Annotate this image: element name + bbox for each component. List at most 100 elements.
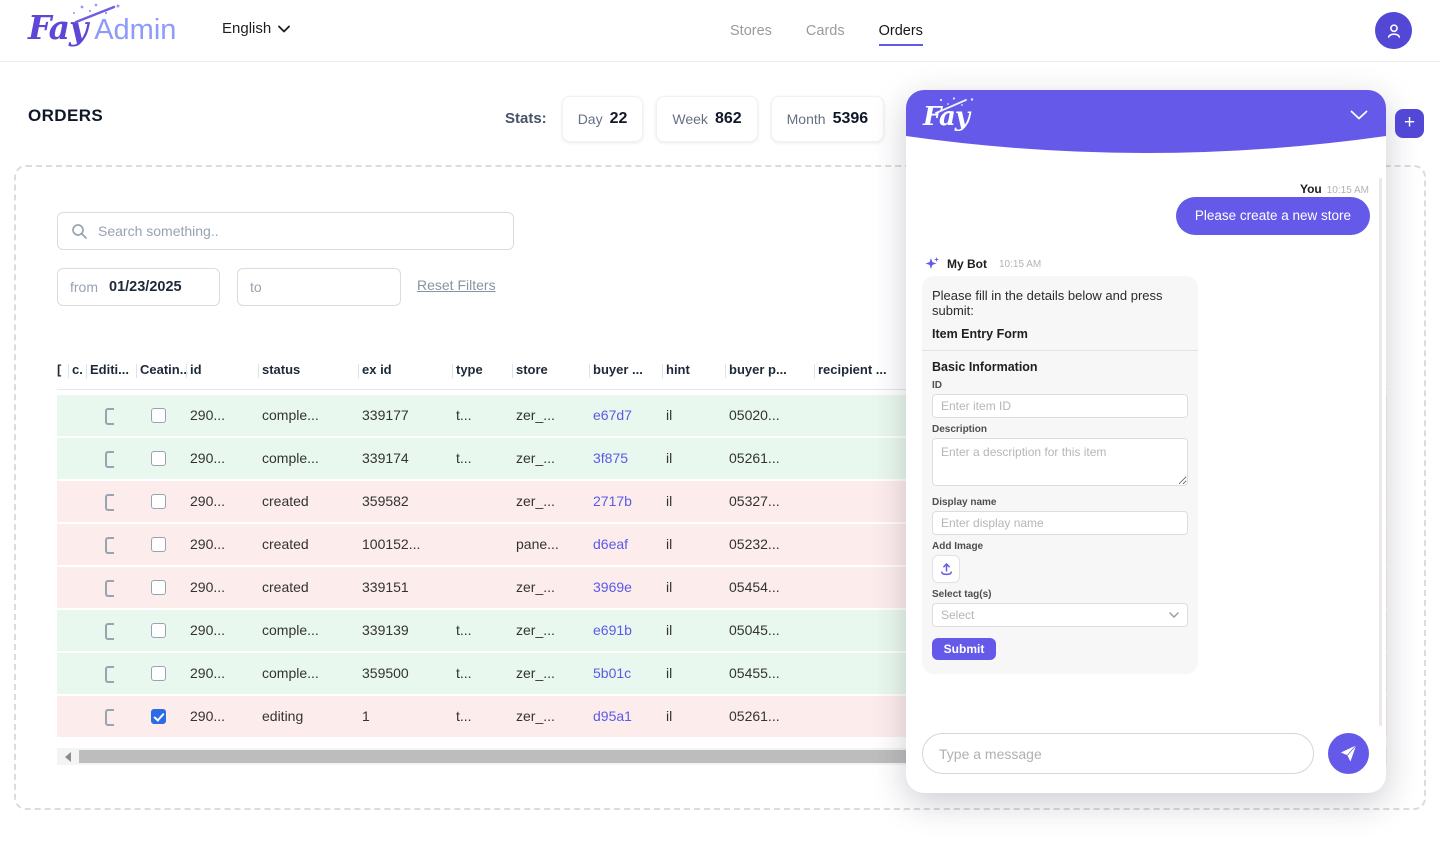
tags-select[interactable]: Select xyxy=(932,603,1188,627)
cell-buyer-link[interactable]: d6eaf xyxy=(593,536,629,552)
cell-hint: il xyxy=(666,450,673,466)
page-title: ORDERS xyxy=(28,106,104,125)
stat-value: 5396 xyxy=(832,109,869,127)
date-from-field[interactable]: from 01/23/2025 xyxy=(57,268,220,306)
search-input[interactable] xyxy=(98,223,513,239)
cell-status: editing xyxy=(262,708,304,724)
row-checkbox-partial[interactable] xyxy=(105,580,114,597)
cell-hint: il xyxy=(666,579,673,595)
nav-item-orders[interactable]: Orders xyxy=(878,23,923,46)
add-button[interactable]: + xyxy=(1395,109,1424,138)
cell-status: created xyxy=(262,536,309,552)
message-time: 10:15 AM xyxy=(999,258,1042,270)
cell-type: t... xyxy=(456,708,472,724)
cell-buyer-link[interactable]: 3969e xyxy=(593,579,632,595)
column-separator xyxy=(358,364,359,378)
column-header-ceating: Ceatin... xyxy=(140,362,188,377)
cell-status: created xyxy=(262,493,309,509)
sender-name: You xyxy=(1299,182,1322,196)
chat-message-input[interactable] xyxy=(939,745,1297,762)
stat-card-week: Week 862 xyxy=(656,95,758,142)
cell-buyer-link[interactable]: e67d7 xyxy=(593,407,632,423)
cell-buyer-link[interactable]: 3f875 xyxy=(593,450,629,466)
cell-status: comple... xyxy=(262,665,319,681)
cell-store: pane... xyxy=(516,536,559,552)
item-id-input[interactable] xyxy=(932,394,1188,418)
row-checkbox[interactable] xyxy=(151,623,166,638)
language-selector[interactable]: English xyxy=(222,20,291,37)
cell-buyer-link[interactable]: e691b xyxy=(593,622,632,638)
submit-button[interactable]: Submit xyxy=(932,638,996,660)
cell-buyer-p: 05454... xyxy=(729,579,780,595)
logo-fay-text: Fay xyxy=(28,8,88,47)
column-header-c: c. xyxy=(72,362,83,377)
cell-hint: il xyxy=(666,665,673,681)
table-header-row: [c. Editi... Ceatin... id status ex id type sto… xyxy=(57,352,1387,390)
send-button[interactable] xyxy=(1328,733,1369,774)
display-name-input[interactable] xyxy=(932,511,1188,535)
select-tags-label: Select tag(s) xyxy=(932,589,992,600)
reset-filters-link[interactable]: Reset Filters xyxy=(417,277,496,293)
stat-value: 22 xyxy=(609,109,628,127)
row-checkbox[interactable] xyxy=(151,494,166,509)
cell-ex-id: 359582 xyxy=(362,493,409,509)
message-time: 10:15 AM xyxy=(1326,185,1369,196)
column-separator xyxy=(589,364,590,378)
cell-buyer-p: 05020... xyxy=(729,407,780,423)
cell-buyer-link[interactable]: 5b01c xyxy=(593,665,632,681)
column-separator xyxy=(68,364,69,378)
language-label: English xyxy=(222,20,272,37)
column-separator xyxy=(136,364,137,378)
column-header-hint: hint xyxy=(666,362,690,377)
description-textarea[interactable] xyxy=(932,438,1188,486)
row-checkbox-partial[interactable] xyxy=(105,709,114,726)
cell-store: zer_... xyxy=(516,579,555,595)
cell-type: t... xyxy=(456,450,472,466)
cell-buyer-link[interactable]: d95a1 xyxy=(593,708,632,724)
cell-type: t... xyxy=(456,665,472,681)
cell-type: t... xyxy=(456,622,472,638)
row-checkbox-partial[interactable] xyxy=(105,494,114,511)
display-name-field-label: Display name xyxy=(932,497,997,508)
row-checkbox-partial[interactable] xyxy=(105,451,114,468)
user-message-meta: You 10:15 AM xyxy=(1300,182,1369,196)
description-field-label: Description xyxy=(932,424,988,435)
column-separator xyxy=(258,364,259,378)
row-checkbox-partial[interactable] xyxy=(105,537,114,554)
column-separator xyxy=(512,364,513,378)
logo-admin-text: Admin xyxy=(94,14,177,46)
user-avatar[interactable] xyxy=(1375,12,1412,49)
cell-status: created xyxy=(262,579,309,595)
row-checkbox[interactable] xyxy=(151,408,166,423)
column-separator xyxy=(452,364,453,378)
column-header-status: status xyxy=(262,362,301,377)
row-checkbox[interactable] xyxy=(151,537,166,552)
nav-item-stores[interactable]: Stores xyxy=(730,23,772,39)
row-checkbox-partial[interactable] xyxy=(105,623,114,640)
nav-item-cards[interactable]: Cards xyxy=(805,23,845,39)
column-separator xyxy=(86,364,87,378)
stat-value: 862 xyxy=(714,109,742,127)
upload-image-button[interactable] xyxy=(932,555,960,583)
main-nav: Stores Cards Orders xyxy=(730,0,923,62)
chat-minimize-chevron-icon[interactable] xyxy=(1350,110,1368,121)
row-checkbox[interactable] xyxy=(151,580,166,595)
cell-id: 290... xyxy=(190,407,226,423)
cell-ex-id: 339151 xyxy=(362,579,409,595)
cell-hint: il xyxy=(666,708,673,724)
scroll-left-arrow-icon[interactable] xyxy=(57,748,79,765)
stats-row: Stats: Day 22 Week 862 Month 5396 xyxy=(505,95,885,142)
cell-id: 290... xyxy=(190,579,226,595)
row-checkbox[interactable] xyxy=(151,709,166,724)
row-checkbox[interactable] xyxy=(151,451,166,466)
row-checkbox-partial[interactable] xyxy=(105,408,114,425)
stat-card-month: Month 5396 xyxy=(770,95,885,142)
row-checkbox[interactable] xyxy=(151,666,166,681)
chat-scrollbar[interactable] xyxy=(1379,178,1382,726)
stats-label: Stats: xyxy=(505,110,547,127)
column-separator xyxy=(186,364,187,378)
date-to-field[interactable]: to xyxy=(237,268,401,306)
row-checkbox-partial[interactable] xyxy=(105,666,114,683)
column-header-recipient: recipient ... xyxy=(818,362,887,377)
cell-buyer-link[interactable]: 2717b xyxy=(593,493,632,509)
